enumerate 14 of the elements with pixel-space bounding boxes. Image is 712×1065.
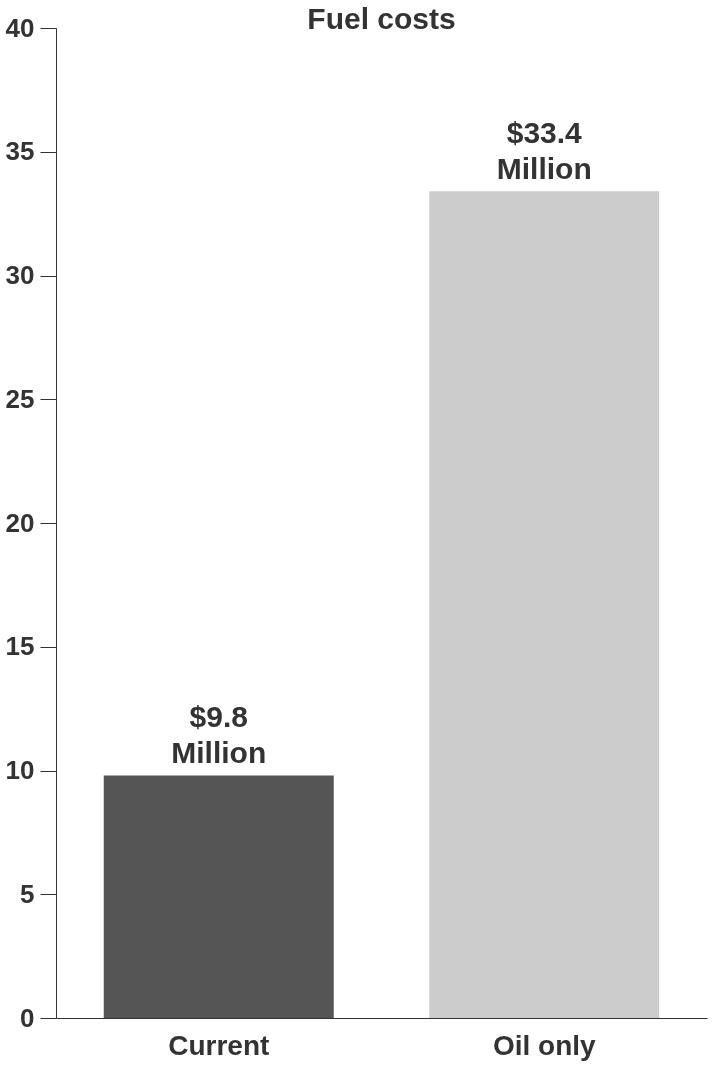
y-tick-label: 30 [5,260,35,290]
y-tick-label: 25 [5,383,35,414]
y-tick-label: 5 [20,878,35,909]
y-tick-label: 15 [5,631,35,662]
data-label: $33.4 Million [496,116,592,186]
x-tick-label: Current [168,1029,270,1061]
data-label: $9.8 Million [171,700,267,770]
y-tick-label: 0 [20,1002,35,1033]
y-tick-label: 20 [5,507,35,538]
y-tick-label: 40 [5,12,35,43]
y-tick-label: 10 [5,755,35,785]
y-tick-label: 35 [5,136,35,167]
x-tick-label: Oil only [492,1029,597,1061]
chart-title: Fuel costs [307,2,456,35]
